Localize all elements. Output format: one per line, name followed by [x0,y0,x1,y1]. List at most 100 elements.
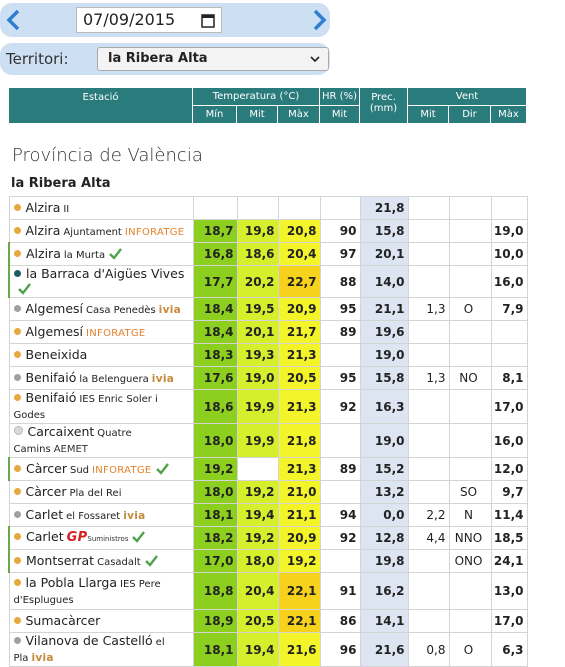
value-cell [490,196,528,220]
status-dot [13,304,21,312]
value-cell [407,343,450,367]
station-cell: Carlet el Fossaret ivia [8,503,194,527]
value-cell: 16,3 [359,389,409,424]
station-name: Algemesí [25,323,84,339]
value-cell: 17,0 [490,609,528,633]
status-dot [14,556,21,564]
col-hr: HR (%) [319,87,360,106]
station-row: la Barraca d'Aigües Vives 17,7 20,2 22,7 88 1… [8,265,528,298]
value-cell: 18,4 [192,320,238,344]
value-cell: 14,1 [359,609,409,633]
station-sub: IES Enric Soler i Godes [13,394,158,421]
station-row: Algemesí Casa Penedès ivia 18,4 19,5 20,9 95 21… [8,297,528,321]
station-sub: Casadalt [97,556,141,568]
value-cell [448,320,492,344]
select-arrow [310,56,320,63]
territory-select[interactable]: la Ribera Alta [97,47,329,71]
station-name: Montserrat [26,552,95,568]
value-cell [277,196,321,220]
station-row: Montserrat Casadalt 17,0 18,0 19,2 19,8 ONO 24,… [8,549,528,573]
value-cell: 18,1 [192,503,238,527]
station-name: la Barraca d'Aigües Vives [26,266,185,281]
value-cell: 18,0 [192,423,238,458]
value-cell [448,389,492,424]
value-cell: 19,2 [236,480,279,504]
value-cell: 17,0 [490,389,528,424]
value-cell: 1,3 [407,366,450,390]
value-cell: 9,7 [490,480,528,504]
value-cell: 19,0 [490,219,528,243]
value-cell: 20,9 [277,526,321,550]
subcol: Mit [236,105,278,124]
value-cell: 19,9 [236,389,279,424]
station-name: Algemesí [25,300,84,316]
station-row: Alzira II 21,8 [8,196,528,220]
value-cell: 89 [319,320,361,344]
prev-day[interactable] [6,9,22,31]
value-cell: 19,2 [236,526,279,550]
value-cell: 95 [319,297,361,321]
value-cell: 19,5 [236,297,279,321]
station-cell: la Barraca d'Aigües Vives [8,265,194,298]
station-sub: el Fossaret [66,510,121,522]
col-station: Estació [8,87,193,124]
station-row: Beneixida 18,3 19,3 21,3 19,0 [8,343,528,367]
station-cell: Beneixida [8,343,194,367]
value-cell: 10,0 [490,242,528,266]
value-cell [236,196,279,220]
value-cell [407,389,450,424]
value-cell: 18,0 [192,480,238,504]
next-day[interactable] [311,9,327,31]
value-cell: 21,3 [277,389,321,424]
value-cell: 20,9 [277,297,321,321]
station-row: Sumacàrcer 18,9 20,5 22,1 86 14,1 17,0 [8,609,528,633]
date-input[interactable]: 07/09/2015 [76,7,222,33]
value-cell: 8,1 [490,366,528,390]
value-cell: 96 [319,632,361,667]
station-cell: Montserrat Casadalt [8,549,194,573]
station-name: Sumacàrcer [25,613,101,628]
value-cell [236,457,279,481]
value-cell: 20,4 [277,242,321,266]
value-cell [407,609,450,633]
value-cell: 97 [319,242,361,266]
station-name: Càrcer [25,483,67,499]
value-cell: 18,7 [192,219,238,243]
status-dot [13,327,21,335]
station-cell: Alzira II [8,196,194,220]
value-cell: 11,4 [490,503,528,527]
value-cell: 12,0 [490,457,528,481]
value-cell: 89 [319,457,361,481]
value-cell: 18,4 [192,297,238,321]
value-cell: NNO [448,526,492,550]
value-cell: 15,2 [359,457,409,481]
value-cell [490,320,528,344]
value-cell [407,549,450,573]
value-cell [448,343,492,367]
value-cell [319,549,361,573]
value-cell: 12,8 [359,526,409,550]
province-title: Província de València [12,145,203,166]
value-cell: 24,1 [490,549,528,573]
station-row: Carlet GPSuministros 18,2 19,2 20,9 92 12,8 4,4… [8,526,528,550]
value-cell: N [448,503,492,527]
station-row: Carlet el Fossaret ivia 18,1 19,4 21,1 94 0,0 2,… [8,503,528,527]
station-sub: Pla del Rei [69,487,122,499]
value-cell: 13,2 [359,480,409,504]
calendar-icon[interactable] [201,13,215,28]
value-cell: 22,7 [277,265,321,298]
value-cell: 15,8 [359,219,409,243]
region-title: la Ribera Alta [11,176,111,191]
station-cell: la Pobla Llarga IES Pere d'Esplugues [8,572,194,610]
network-tag: INFORATGE [86,327,146,339]
value-cell: 19,8 [236,219,279,243]
value-cell: 19,2 [277,549,321,573]
station-row: Carcaixent Quatre Camins AEMET 18,0 19,9 21,8… [8,423,528,458]
value-cell: NO [448,366,492,390]
value-cell: 19,8 [359,549,409,573]
value-cell: 94 [319,503,361,527]
status-dot [13,510,21,518]
value-cell: 0,0 [359,503,409,527]
check-icon [132,531,146,543]
value-cell: 18,2 [192,526,238,550]
